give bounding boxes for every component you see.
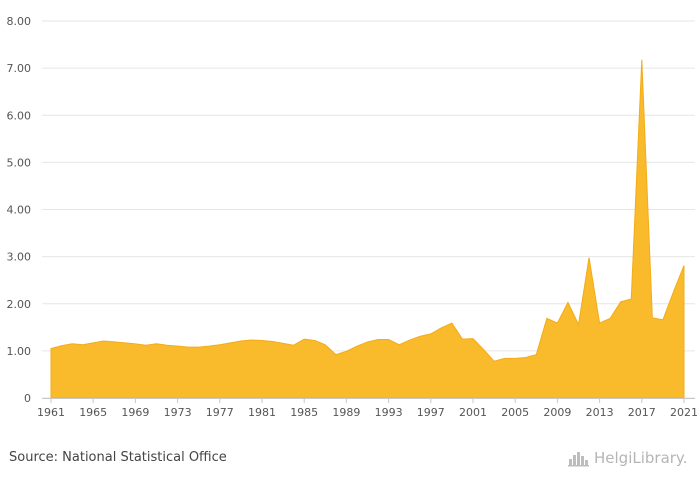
brand-logo: HelgiLibrary. [568,449,687,467]
y-tick-label: 2.00 [7,298,32,311]
x-tick-label: 2021 [670,406,698,419]
helgi-library-logo-icon [568,452,589,467]
x-tick-label: 1977 [206,406,234,419]
brand-name: HelgiLibrary. [594,449,688,467]
x-tick-label: 2005 [501,406,529,419]
x-tick-label: 1981 [248,406,276,419]
x-tick-label: 1961 [37,406,65,419]
x-tick-label: 2009 [543,406,571,419]
x-axis: 1961 1965 1969 1973 1977 1981 1985 1989 1993 1997… [37,398,698,419]
x-tick-label: 1989 [332,406,360,419]
y-axis-labels: 0 1.00 2.00 3.00 4.00 5.00 6.00 7.00 8.00 [7,15,32,405]
y-tick-label: 6.00 [7,109,32,122]
x-tick-label: 1993 [375,406,403,419]
y-tick-label: 5.00 [7,156,32,169]
area-fill [50,59,685,399]
source-note: Source: National Statistical Office [9,450,227,465]
area-series [50,59,685,399]
x-tick-label: 2001 [459,406,487,419]
y-tick-label: 4.00 [7,204,32,217]
x-tick-label: 2017 [628,406,656,419]
y-tick-label: 3.00 [7,251,32,264]
x-tick-label: 2013 [586,406,614,419]
x-tick-label: 1985 [290,406,318,419]
y-tick-label: 0 [24,392,31,405]
x-tick-label: 1969 [121,406,149,419]
x-tick-label: 1965 [79,406,107,419]
y-tick-label: 7.00 [7,62,32,75]
area-chart: 01.002.003.004.005.006.007.008.00 1961 19… [7,15,699,419]
y-tick-label: 1.00 [7,345,32,358]
y-tick-label: 8.00 [7,15,32,28]
x-tick-label: 1973 [164,406,192,419]
x-tick-label: 1997 [417,406,445,419]
